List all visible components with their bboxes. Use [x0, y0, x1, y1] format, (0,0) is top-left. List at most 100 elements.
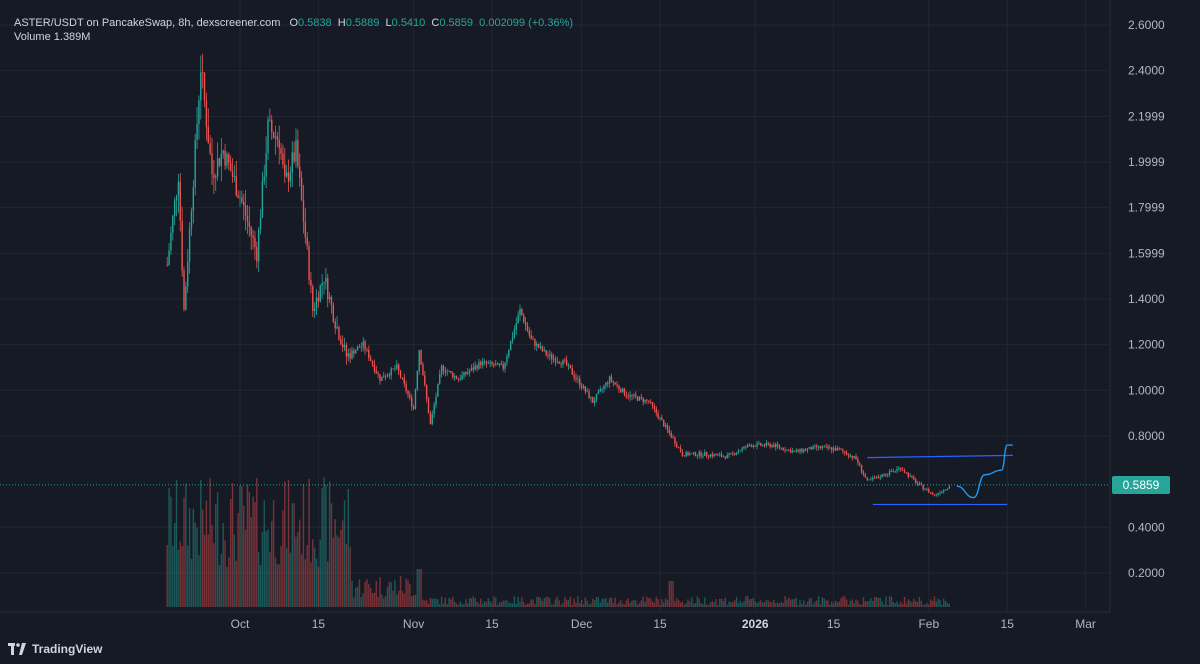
candle-body [369, 358, 372, 361]
volume-bar [414, 594, 417, 607]
volume-bar [748, 599, 751, 607]
volume-bar [455, 603, 458, 607]
volume-bar [612, 602, 615, 607]
candle-body [939, 493, 941, 494]
volume-bar [349, 546, 351, 607]
candle-body [571, 368, 573, 375]
candle-body [928, 489, 930, 493]
candle-body [306, 237, 308, 247]
candle-body [590, 397, 592, 399]
candle-body [788, 449, 790, 451]
candle-body [694, 452, 697, 457]
volume-bar [577, 596, 579, 607]
volume-bar [263, 500, 265, 607]
volume-bar [319, 539, 321, 607]
candle-body [592, 397, 594, 403]
candle-body [185, 286, 187, 310]
volume-bar [661, 599, 663, 607]
volume-bar [905, 603, 908, 607]
candle-body [216, 158, 219, 177]
candle-body [780, 447, 783, 449]
price-tick-label: 2.6000 [1128, 18, 1165, 32]
candle-body [946, 488, 949, 490]
candle-body [873, 478, 876, 479]
volume-bar [595, 596, 598, 607]
candle-body [470, 367, 473, 371]
candle-body [789, 449, 792, 453]
volume-bar [196, 527, 198, 607]
volume-bar [289, 552, 292, 607]
candle-body [424, 375, 426, 385]
candle-body [795, 450, 797, 452]
candle-body [754, 445, 756, 447]
candle-body [218, 158, 221, 166]
candle-body [265, 153, 267, 177]
candle-body [547, 355, 549, 357]
volume-bar [493, 596, 495, 607]
candle-body [319, 285, 321, 302]
candle-body [933, 494, 936, 496]
volume-bar [808, 598, 811, 607]
candle-body [909, 475, 911, 477]
candle-body [935, 494, 937, 496]
volume-bar [390, 582, 392, 607]
candle-body [739, 450, 741, 452]
volume-bar [218, 565, 221, 607]
volume-bar [840, 598, 842, 607]
candle-body [913, 477, 915, 480]
candle-body [722, 456, 725, 458]
time-tick-label: Nov [403, 617, 424, 631]
candle-body [838, 448, 840, 449]
volume-bar [377, 596, 379, 607]
candle-body [761, 444, 764, 446]
candle-body [256, 246, 258, 262]
candle-body [696, 455, 699, 457]
candle-body [844, 451, 846, 453]
volume-bar [885, 596, 887, 607]
candle-body [401, 377, 404, 379]
volume-bar [170, 496, 172, 607]
price-tick-label: 2.4000 [1128, 64, 1165, 78]
candle-body [371, 360, 374, 365]
volume-bar [394, 579, 396, 607]
candle-body [297, 139, 299, 167]
volume-bar [866, 601, 868, 607]
volume-bar [310, 562, 312, 607]
volume-bar [228, 557, 230, 607]
candle-body [427, 398, 430, 414]
time-tick-label: 15 [1001, 617, 1015, 631]
volume-bar [575, 602, 577, 607]
candle-body [806, 448, 809, 451]
volume-bar [369, 587, 372, 607]
volume-bar [384, 596, 387, 607]
volume-bar [368, 584, 370, 607]
candle-body [883, 474, 885, 476]
candle-body [689, 453, 691, 456]
candle-body [717, 454, 719, 456]
candle-body [916, 483, 919, 484]
candle-body [386, 375, 389, 377]
price-tick-label: 0.2000 [1128, 566, 1165, 580]
candle-body [502, 364, 504, 369]
candle-body [593, 400, 596, 403]
volume-bar [274, 557, 277, 607]
candle-body [558, 361, 560, 364]
candle-body [229, 162, 232, 172]
time-tick-label: Dec [571, 617, 592, 631]
candle-body [778, 445, 781, 448]
time-tick-label: 15 [485, 617, 499, 631]
volume-bar [239, 485, 241, 607]
volume-bar [873, 597, 876, 607]
volume-bar [265, 531, 267, 607]
volume-bar [582, 604, 585, 607]
candle-body [304, 221, 307, 238]
volume-bar [877, 597, 880, 607]
candle-body [549, 354, 551, 357]
candle-body [866, 477, 868, 480]
volume-bar [532, 599, 534, 607]
volume-bar [386, 586, 389, 607]
tradingview-branding[interactable]: TradingView [8, 640, 102, 658]
volume-bar [668, 581, 671, 607]
